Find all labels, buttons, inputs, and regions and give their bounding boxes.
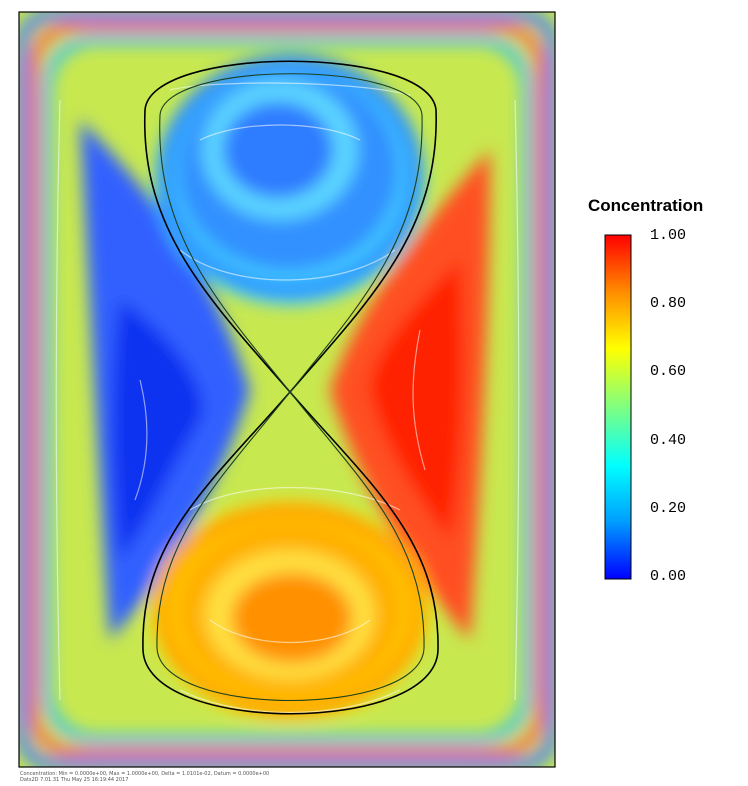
colorbar-tick-label: 0.80 bbox=[650, 295, 687, 313]
footer-stats: Concentration: Min = 0.0000e+00, Max = 1… bbox=[20, 771, 270, 777]
colorbar-tick-label: 0.20 bbox=[650, 499, 687, 517]
colorbar-tick-label: 0.40 bbox=[650, 431, 687, 449]
colorbar-tick-label: 1.00 bbox=[650, 227, 687, 244]
separatrix-curve-inner bbox=[156, 73, 425, 701]
footer-timestamp: Dats2D 7.01.31 Thu May 25 16:19:44 2017 bbox=[20, 777, 129, 783]
colorbar-tick-label: 0.60 bbox=[650, 363, 687, 381]
concentration-field bbox=[19, 12, 555, 767]
plot-frame bbox=[18, 11, 556, 768]
colorbar-title: Concentration bbox=[588, 196, 704, 215]
streak-texture bbox=[55, 82, 520, 714]
colorbar-tick-label: 0.00 bbox=[650, 568, 687, 585]
colorbar bbox=[604, 234, 632, 580]
